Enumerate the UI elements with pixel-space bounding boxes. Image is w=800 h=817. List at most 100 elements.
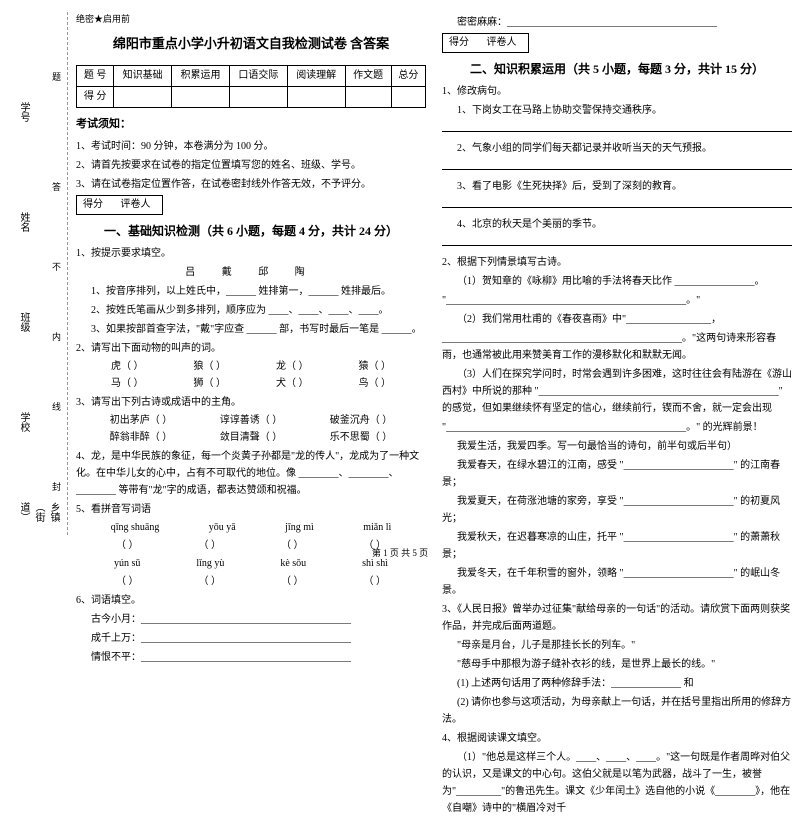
- score-value-row: 得 分: [77, 87, 426, 108]
- score-r: 评卷人: [121, 197, 156, 213]
- c2q3a: "母亲是月台，儿子是那挂长长的列车。": [442, 637, 792, 654]
- c2q2c: （3）人们在探究学问时，时常会遇到许多困难，这时往往会有陆游在《游山西村》中所说…: [442, 366, 792, 417]
- side-label-name: 姓名: [16, 212, 31, 232]
- q1b: 2、按姓氏笔画从少到多排列，顺序应为 ____、____、____、____。: [76, 302, 426, 319]
- c2q2bq: ________________________________________…: [442, 330, 792, 364]
- c2q3d: (2) 请你也参与这项活动，为母亲献上一句话，并在括号里指出所用的修辞方法。: [442, 694, 792, 728]
- q2-row1: 虎（ ） 狼（ ） 龙（ ） 猿（ ）: [86, 359, 416, 375]
- th-2: 积累运用: [172, 66, 230, 87]
- c2q4: 4、根据阅读课文填空。: [442, 730, 792, 747]
- q2r1-3: 猿（ ）: [359, 359, 392, 375]
- th-4: 阅读理解: [287, 66, 345, 87]
- score2-l: 得分: [449, 35, 484, 51]
- q3r1-1: 谆谆善诱（ ）: [220, 413, 283, 429]
- section1-title: 一、基础知识检测（共 6 小题，每题 4 分，共计 24 分）: [76, 222, 426, 241]
- c2q2f: 我爱夏天，在荷涨池塘的家旁，享受 "______________________…: [442, 493, 792, 527]
- section2-score-box: 得分 评卷人: [442, 33, 529, 53]
- q3r2-2: 乐不思蜀（ ）: [330, 430, 393, 446]
- seal-char-6: 题: [50, 72, 63, 81]
- confidential-label: 绝密★启用前: [76, 12, 426, 26]
- c2q1c: 3、看了电影《生死抉择》后，受到了深刻的教育。: [442, 178, 792, 195]
- column-right: 密密麻麻：___________________________________…: [442, 12, 792, 535]
- column-left: 绝密★启用前 绵阳市重点小学小升初语文自我检测试卷 含答案 题 号 知识基础 积…: [76, 12, 426, 535]
- c2q2aq: "_______________________________________…: [442, 292, 792, 309]
- c2q2b: （2）我们常用杜甫的《春夜喜雨》中"_________________，: [442, 311, 792, 328]
- section-score-box: 得分 评卷人: [76, 195, 163, 215]
- q2: 2、请写出下面动物的叫声的词。: [76, 340, 426, 357]
- seal-char-2: 线: [50, 402, 63, 411]
- q3r2-0: 醉翁非醉（ ）: [110, 430, 173, 446]
- c2q1c-line: [442, 197, 792, 214]
- c2q4a: （1）"他总是这样三个人。____、____、____。"这一句既是作者周晔对伯…: [442, 749, 792, 817]
- seal-char-4: 不: [50, 262, 63, 271]
- q3r2-1: 敛目清聲（ ）: [220, 430, 283, 446]
- th-0: 题 号: [77, 66, 114, 87]
- q6b: 成千上万：___________________________________…: [76, 630, 426, 647]
- c2q1b: 2、气象小组的同学们每天都记录并收听当天的天气预报。: [442, 140, 792, 157]
- c2q1b-line: [442, 159, 792, 176]
- td-3[interactable]: [229, 87, 287, 108]
- q1: 1、按提示要求填空。: [76, 245, 426, 262]
- c2q2e: 我爱春天，在绿水碧江的江南，感受 "______________________…: [442, 457, 792, 491]
- q5p-2: jīng mì: [285, 520, 314, 536]
- q6c: 情恨不平：___________________________________…: [76, 649, 426, 666]
- score-table: 题 号 知识基础 积累运用 口语交际 阅读理解 作文题 总分 得 分: [76, 65, 426, 108]
- q2r1-0: 虎（ ）: [111, 359, 144, 375]
- q3: 3、请写出下列古诗或成语中的主角。: [76, 394, 426, 411]
- q3-row1: 初出茅庐（ ） 谆谆善诱（ ） 破釜沉舟（ ）: [86, 413, 416, 429]
- q2r2-2: 犬（ ）: [276, 376, 309, 392]
- side-label-id: 学号: [16, 102, 31, 122]
- score-header-row: 题 号 知识基础 积累运用 口语交际 阅读理解 作文题 总分: [77, 66, 426, 87]
- th-3: 口语交际: [229, 66, 287, 87]
- seal-char-5: 答: [50, 182, 63, 191]
- td-6[interactable]: [391, 87, 425, 108]
- q1c: 3、如果按部首查字法，"戴"字应查 ______ 部，书写时最后一笔是 ____…: [76, 321, 426, 338]
- c2q3: 3、《人民日报》曾举办过征集"献给母亲的一句话"的活动。请欣赏下面两则获奖作品，…: [442, 601, 792, 635]
- seal-char-3: 内: [50, 332, 63, 341]
- seal-char-1: 封: [50, 482, 63, 491]
- q6: 6、词语填空。: [76, 592, 426, 609]
- q5-blank2: （ ） （ ） （ ） （ ）: [86, 574, 416, 590]
- notice-title: 考试须知：: [76, 116, 426, 134]
- page: 乡镇（街道） 学校 班级 姓名 学号 封 线 内 不 答 题 绝密★启用前 绵阳…: [0, 0, 800, 535]
- q2r1-2: 龙（ ）: [276, 359, 309, 375]
- q1a: 1、按音序排列，以上姓氏中，______ 姓排第一，______ 姓排最后。: [76, 283, 426, 300]
- td-4[interactable]: [287, 87, 345, 108]
- side-label-school: 学校: [16, 412, 31, 432]
- td-2[interactable]: [172, 87, 230, 108]
- q2r2-0: 马（ ）: [111, 376, 144, 392]
- q5p-3: miǎn lì: [363, 520, 391, 536]
- q3-row2: 醉翁非醉（ ） 敛目清聲（ ） 乐不思蜀（ ）: [86, 430, 416, 446]
- side-label-class: 班级: [16, 312, 31, 332]
- side-label-township: 乡镇（街道）: [16, 502, 61, 535]
- notice-1: 1、考试时间：90 分钟，本卷满分为 100 分。: [76, 138, 426, 155]
- q5b2-2: （ ）: [281, 574, 304, 590]
- c2q3c: (1) 上述两句话用了两种修辞手法：______________ 和: [442, 675, 792, 692]
- td-5[interactable]: [345, 87, 391, 108]
- q5p-1: yōu yā: [209, 520, 236, 536]
- q6a: 古今小月：___________________________________…: [76, 611, 426, 628]
- c2q1a-line: [442, 121, 792, 138]
- td-1[interactable]: [114, 87, 172, 108]
- q2r2-1: 狮（ ）: [194, 376, 227, 392]
- q5b2-1: （ ）: [199, 574, 222, 590]
- binding-margin: 乡镇（街道） 学校 班级 姓名 学号 封 线 内 不 答 题: [8, 12, 68, 535]
- c2q2: 2、根据下列情景填写古诗。: [442, 254, 792, 271]
- th-6: 总分: [391, 66, 425, 87]
- q2-row2: 马（ ） 狮（ ） 犬（ ） 鸟（ ）: [86, 376, 416, 392]
- c2q1: 1、修改病句。: [442, 83, 792, 100]
- td-0: 得 分: [77, 87, 114, 108]
- q1-row: 吕 戴 邱 陶: [76, 264, 426, 281]
- q5b2-3: （ ）: [364, 574, 387, 590]
- notice-3: 3、请在试卷指定位置作答，在试卷密封线外作答无效，不予评分。: [76, 176, 426, 193]
- c2q3b: "慈母手中那根为游子缝补衣衫的线，是世界上最长的线。": [442, 656, 792, 673]
- q5: 5、看拼音写词语: [76, 501, 426, 518]
- q3r1-0: 初出茅庐（ ）: [110, 413, 173, 429]
- q5b2-0: （ ）: [116, 574, 139, 590]
- notice-2: 2、请首先按要求在试卷的指定位置填写您的姓名、班级、学号。: [76, 157, 426, 174]
- score-l: 得分: [83, 197, 118, 213]
- c2q2a: （1）贺知章的《咏柳》用比喻的手法将春天比作 ________________。: [442, 273, 792, 290]
- th-5: 作文题: [345, 66, 391, 87]
- q5p-0: qīng shuāng: [111, 520, 160, 536]
- q5-pinyin1: qīng shuāng yōu yā jīng mì miǎn lì: [86, 520, 416, 536]
